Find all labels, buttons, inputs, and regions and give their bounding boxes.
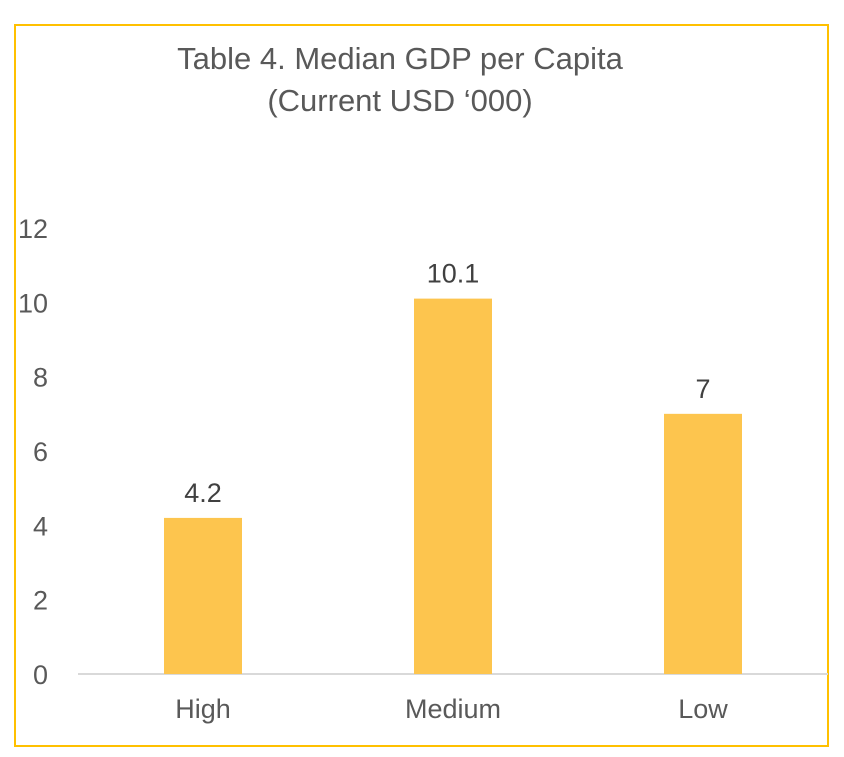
chart-title: Table 4. Median GDP per Capita (Current …	[0, 38, 800, 122]
data-label-medium: 10.1	[427, 259, 480, 289]
y-tick-label: 2	[33, 586, 48, 616]
category-label-medium: Medium	[405, 694, 501, 724]
y-tick-label: 6	[33, 437, 48, 467]
y-tick-label: 12	[18, 214, 48, 244]
bars	[164, 298, 742, 674]
chart-title-line1: Table 4. Median GDP per Capita	[177, 41, 623, 76]
bar-medium	[414, 298, 492, 674]
category-label-low: Low	[678, 694, 728, 724]
y-tick-label: 8	[33, 363, 48, 393]
y-axis: 0 2 4 6 8 10 12	[18, 214, 48, 690]
y-tick-label: 0	[33, 660, 48, 690]
chart-frame	[14, 24, 829, 747]
y-tick-label: 4	[33, 511, 48, 541]
category-label-high: High	[175, 694, 231, 724]
bar-low	[664, 413, 742, 674]
data-label-high: 4.2	[184, 478, 222, 508]
data-label-low: 7	[695, 374, 710, 404]
chart-subtitle: (Current USD ‘000)	[267, 83, 533, 118]
data-labels: 4.2 10.1 7	[184, 259, 710, 508]
category-labels: High Medium Low	[175, 694, 728, 724]
bar-high	[164, 517, 242, 674]
y-tick-label: 10	[18, 288, 48, 318]
